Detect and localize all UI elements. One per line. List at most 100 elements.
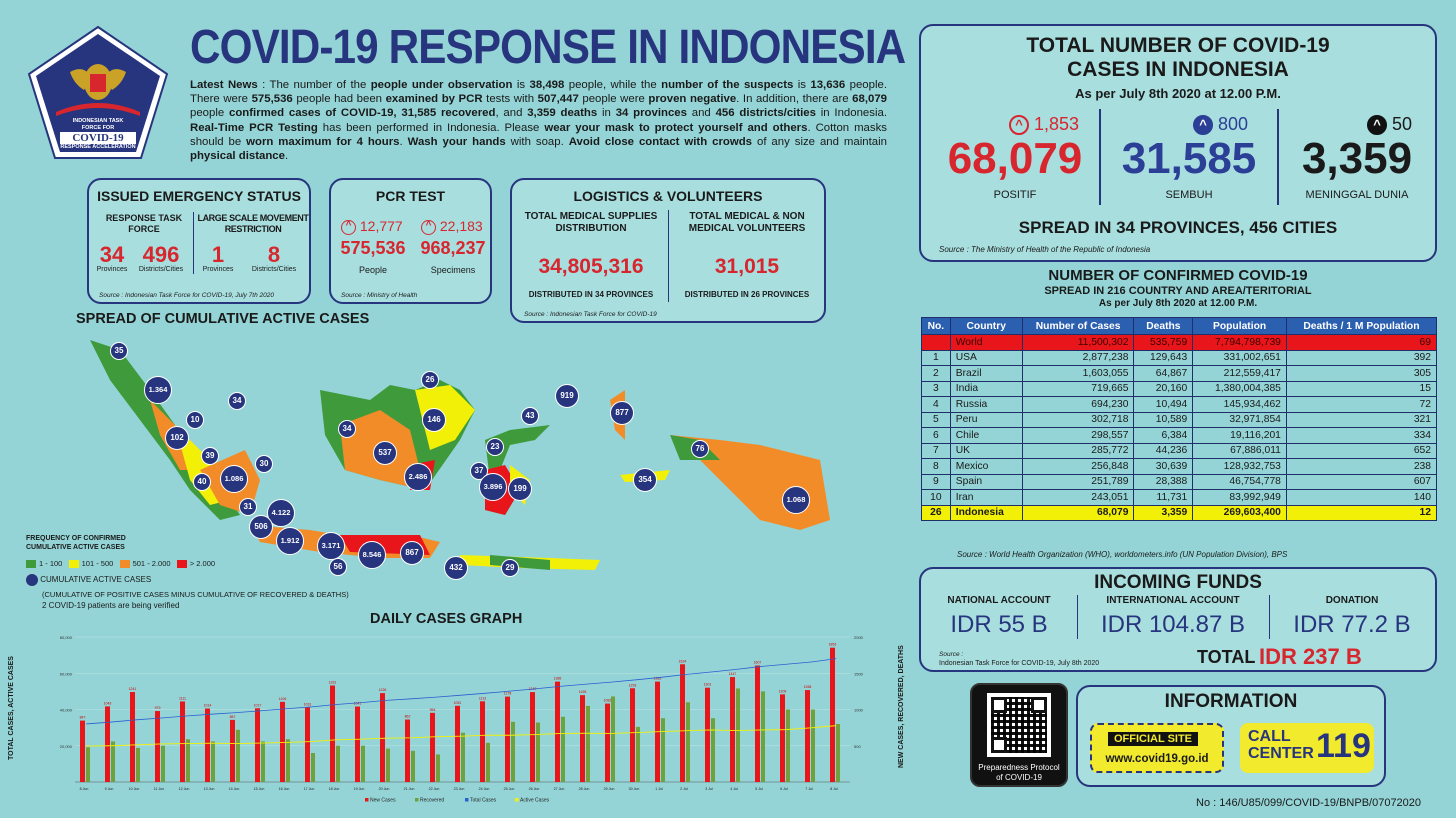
table-cell: 83,992,949 [1192,489,1287,506]
table-cell: 331,002,651 [1192,349,1287,366]
emergency-status-panel: ISSUED EMERGENCY STATUS RESPONSE TASK FO… [87,178,311,304]
map-legend: 1 - 100 101 - 500 501 - 2.000 > 2.000 [26,559,215,569]
bar-label: 1226 [379,688,387,692]
bar-recovered [436,754,440,782]
bar-new-cases [705,687,710,782]
column-header[interactable]: Deaths [1133,317,1194,335]
x-tick-label: 7 Jul [805,787,813,791]
table-cell: 44,236 [1133,442,1194,459]
column-header[interactable]: Population [1192,317,1287,335]
column-header[interactable]: Number of Cases [1021,317,1135,335]
bar-new-cases [180,701,185,782]
map-bubble: 432 [444,556,468,580]
map-bubble: 867 [400,541,424,565]
map-bubble: 4.122 [267,499,295,527]
bar-new-cases [205,708,210,782]
table-header-row: No. Country Number of Cases Deaths Populatio… [921,317,1438,335]
table-cell: 11,500,302 [1021,334,1135,351]
series-line-total [86,658,837,725]
table-row: 6 Chile 298,557 6,384 19,116,201 334 [921,427,1438,444]
emergency-source: Source : Indonesian Task Force for COVID… [99,292,274,299]
x-tick-label: 4 Jul [730,787,738,791]
y-tick-label: 40,000 [60,708,73,713]
x-tick-label: 19 Jun [354,787,365,791]
bar-label: 1331 [329,681,337,685]
bar-recovered [761,691,765,782]
bar-recovered [336,745,340,782]
bar-new-cases [80,720,85,782]
y-tick-label: 20,000 [60,744,73,749]
legend-label: Total Cases [470,798,497,804]
table-cell: 7 [921,442,951,459]
table-cell: USA [949,349,1023,366]
map-bubble: 919 [555,384,579,408]
bar-recovered [111,741,115,782]
logistics-title: LOGISTICS & VOLUNTEERS [573,188,763,204]
volunteers-value: 31,015 [714,255,780,278]
logo-line3: COVID-19 [60,132,136,144]
up-arrow-icon: ^ [1193,115,1213,136]
bar-label: 1268 [804,685,812,689]
national-account-value: IDR 55 B [950,611,1048,638]
graph-ylabel-left: TOTAL CASES, ACTIVE CASES [8,656,15,760]
map-bubble: 39 [201,447,219,465]
table-cell: 334 [1285,427,1438,444]
official-site-link[interactable]: OFFICIAL SITE www.covid19.go.id [1090,723,1224,773]
bar-new-cases [630,688,635,782]
table-cell: World [949,334,1023,351]
map-bubble: 3.171 [317,532,345,560]
qr-code-card[interactable]: Preparedness Protocol of COVID-19 [970,683,1068,787]
tf-provinces-value: 34 [99,242,125,267]
table-cell: 12 [1285,504,1438,521]
pcr-people-increase: ^ 12,777 [341,218,403,235]
verify-note: 2 COVID-19 patients are being verified [42,601,180,610]
column-header[interactable]: No. [921,317,951,335]
document-number: No : 146/U85/099/COVID-19/BNPB/07072020 [1196,797,1422,809]
table-cell: 7,794,798,739 [1192,334,1287,351]
table-cell: 607 [1285,473,1438,490]
table-cell: 1,603,055 [1021,365,1135,382]
spread-text: SPREAD IN 34 PROVINCES, 456 CITIES [1018,218,1338,237]
table-cell: 251,789 [1021,473,1135,490]
table-cell: 4 [921,396,951,413]
table-cell: 212,559,417 [1192,365,1287,382]
table-row: 10 Iran 243,051 11,731 83,992,949 140 [921,489,1438,506]
table-row: 7 UK 285,772 44,236 67,886,011 652 [921,442,1438,459]
table-cell: 243,051 [1021,489,1135,506]
y-tick-label: 80,000 [60,635,73,640]
bar-new-cases [305,707,310,782]
legend-swatch [415,798,419,802]
circle-note: (CUMULATIVE OF POSITIVE CASES MINUS CUMU… [42,590,349,599]
map-bubble: 43 [521,407,539,425]
bar-recovered [586,705,590,782]
x-tick-label: 24 Jun [479,787,490,791]
pcr-people-label: People [358,265,388,275]
bar-label: 1043 [104,701,112,705]
column-header[interactable]: Country [949,317,1023,335]
bar-label: 954 [430,708,436,712]
bar-new-cases [155,711,160,782]
table-cell: 719,665 [1021,380,1135,397]
x-tick-label: 13 Jun [204,787,215,791]
table-cell: 15 [1285,380,1438,397]
table-cell: 5 [921,411,951,428]
table-cell: Peru [949,411,1023,428]
column-header[interactable]: Deaths / 1 M Population [1285,317,1438,335]
bar-new-cases [380,693,385,782]
table-row: 2 Brazil 1,603,055 64,867 212,559,417 305 [921,365,1438,382]
call-center-button[interactable]: CALL CENTER 119 [1240,723,1374,773]
map-bubble: 76 [691,440,709,458]
bar-label: 1111 [179,696,186,700]
call-center-label: CALL CENTER [1248,728,1314,762]
funds-source-label: Source : [939,651,964,658]
bar-label: 1106 [279,697,287,701]
bar-recovered [611,696,615,782]
map-bubble: 34 [228,392,246,410]
table-cell: Indonesia [949,504,1023,521]
recovered-label: SEMBUH [1165,189,1213,201]
graph-ylabel-right: NEW CASES, RECOVERED, DEATHS [898,645,905,768]
table-cell: 652 [1285,442,1438,459]
bar-new-cases [405,719,410,782]
legend-item: 1 - 100 [26,559,62,569]
bar-new-cases [230,719,235,782]
